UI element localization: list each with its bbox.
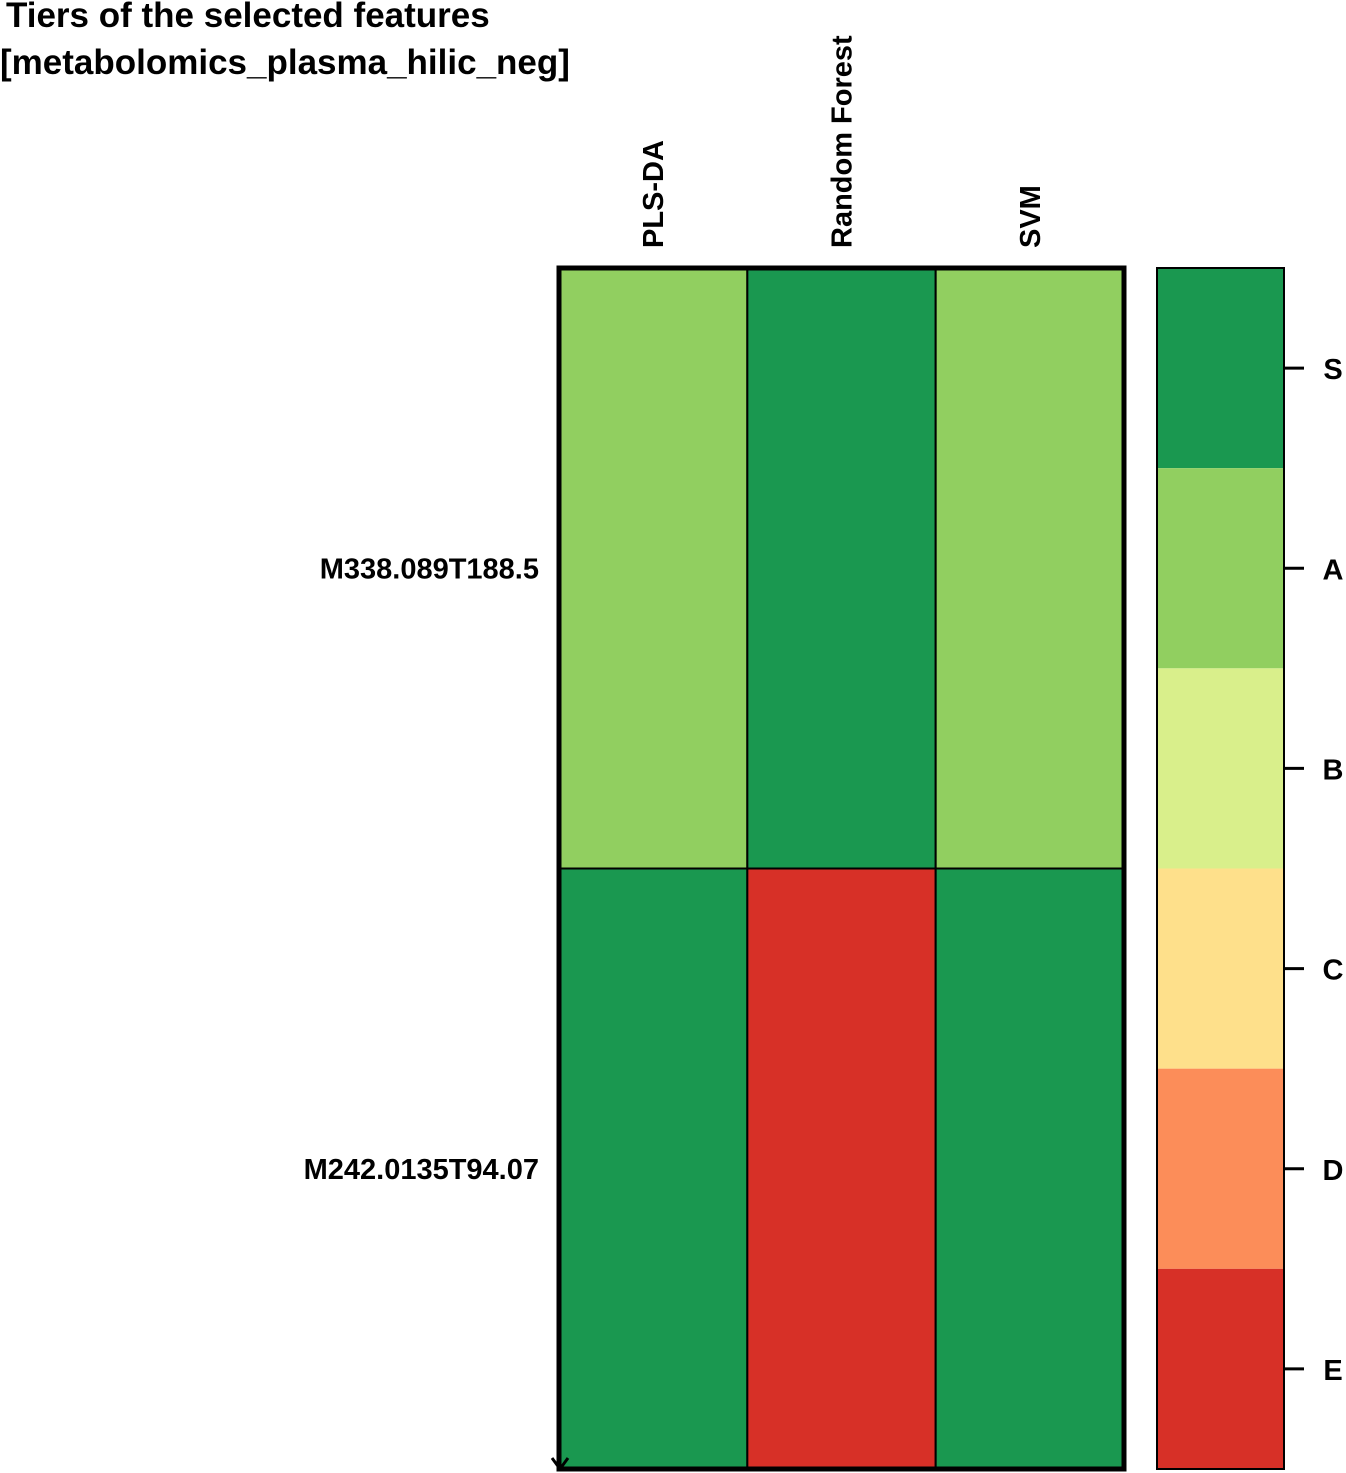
legend-label: C xyxy=(1323,955,1344,987)
heatmap-cell-r1-c2 xyxy=(934,867,1126,1470)
legend-swatch xyxy=(1157,1268,1284,1469)
column-label: PLS-DA xyxy=(638,140,670,248)
legend-label: A xyxy=(1323,554,1344,586)
heatmap-frame xyxy=(556,265,1127,1472)
legend-label: S xyxy=(1323,354,1342,386)
legend-label: D xyxy=(1323,1155,1344,1187)
chart-title-line-1: Tiers of the selected features xyxy=(6,0,490,35)
column-labels: PLS-DA Random Forest SVM xyxy=(638,35,1047,248)
heatmap-cell-r0-c1 xyxy=(746,267,937,870)
legend: S A B C D E xyxy=(1156,267,1344,1470)
corner-arrow-icon xyxy=(550,1446,570,1472)
heatmap-cells xyxy=(558,267,1126,1470)
heatmap-cell-r1-c1 xyxy=(746,867,937,1470)
legend-frame xyxy=(1156,267,1285,1470)
legend-label: B xyxy=(1323,754,1344,786)
heatmap-cell-r0-c0 xyxy=(558,267,749,870)
legend-label: E xyxy=(1323,1355,1342,1387)
column-label: SVM xyxy=(1015,185,1047,248)
row-labels: M338.089T188.5 M242.0135T94.07 xyxy=(304,553,539,1186)
heatmap-cell-r1-c0 xyxy=(558,867,749,1470)
legend-swatch xyxy=(1157,1068,1284,1269)
legend-swatch xyxy=(1157,668,1284,869)
legend-swatch xyxy=(1157,268,1284,469)
chart-title-line-2: [metabolomics_plasma_hilic_neg] xyxy=(0,43,570,82)
legend-swatch xyxy=(1157,868,1284,1069)
row-label: M338.089T188.5 xyxy=(320,553,539,585)
heatmap-cell-r0-c2 xyxy=(934,267,1126,870)
chart-title: Tiers of the selected features [metabolo… xyxy=(0,0,570,82)
legend-swatch xyxy=(1157,468,1284,669)
row-label: M242.0135T94.07 xyxy=(304,1154,539,1186)
column-label: Random Forest xyxy=(827,35,859,248)
